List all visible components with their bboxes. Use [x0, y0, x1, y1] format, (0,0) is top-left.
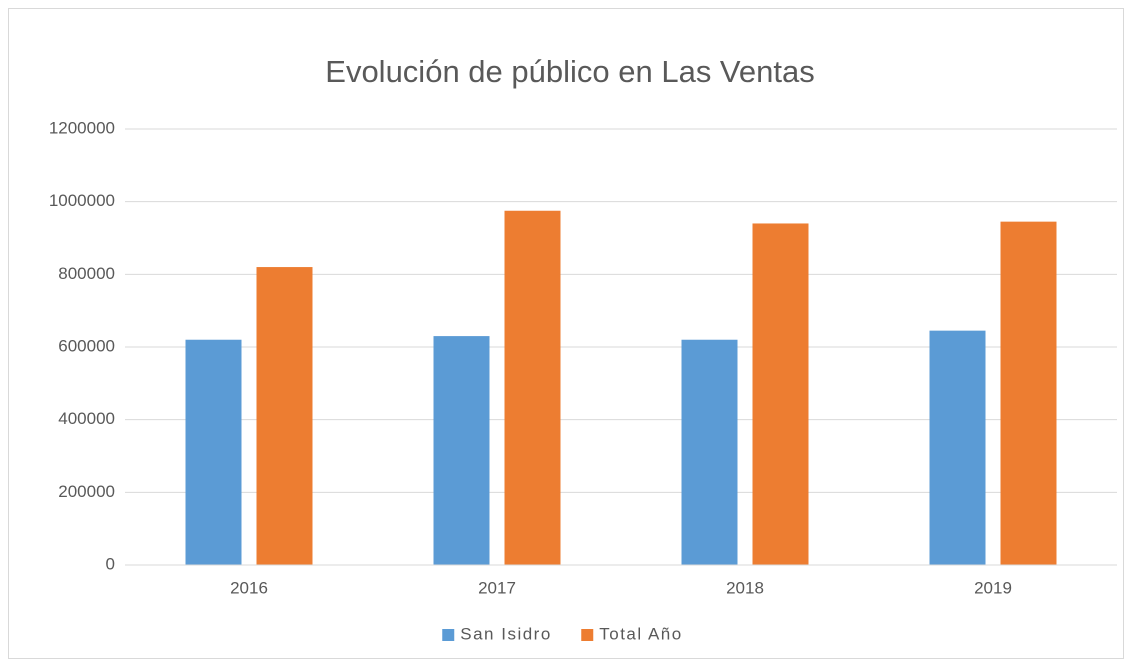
y-tick-label: 0 [106, 554, 115, 573]
x-tick-label: 2019 [974, 578, 1012, 597]
chart-title: Evolución de público en Las Ventas [325, 54, 814, 89]
x-tick-label: 2018 [726, 578, 764, 597]
legend-swatch [581, 629, 594, 641]
legend-label: San Isidro [460, 624, 552, 643]
x-tick-label: 2016 [230, 578, 268, 597]
bar [256, 267, 313, 565]
x-tick-label: 2017 [478, 578, 516, 597]
bar [1000, 221, 1057, 565]
y-tick-label: 1200000 [49, 118, 115, 137]
bar [929, 330, 986, 565]
y-tick-label: 1000000 [49, 191, 115, 210]
bar [681, 339, 738, 565]
y-tick-label: 200000 [58, 482, 115, 501]
y-tick-label: 600000 [58, 336, 115, 355]
bar [504, 210, 561, 565]
bar [752, 223, 809, 565]
y-tick-label: 800000 [58, 264, 115, 283]
legend-label: Total Año [599, 624, 682, 643]
y-tick-label: 400000 [58, 409, 115, 428]
legend-swatch [442, 629, 455, 641]
bar [433, 336, 490, 565]
bar [185, 339, 242, 565]
